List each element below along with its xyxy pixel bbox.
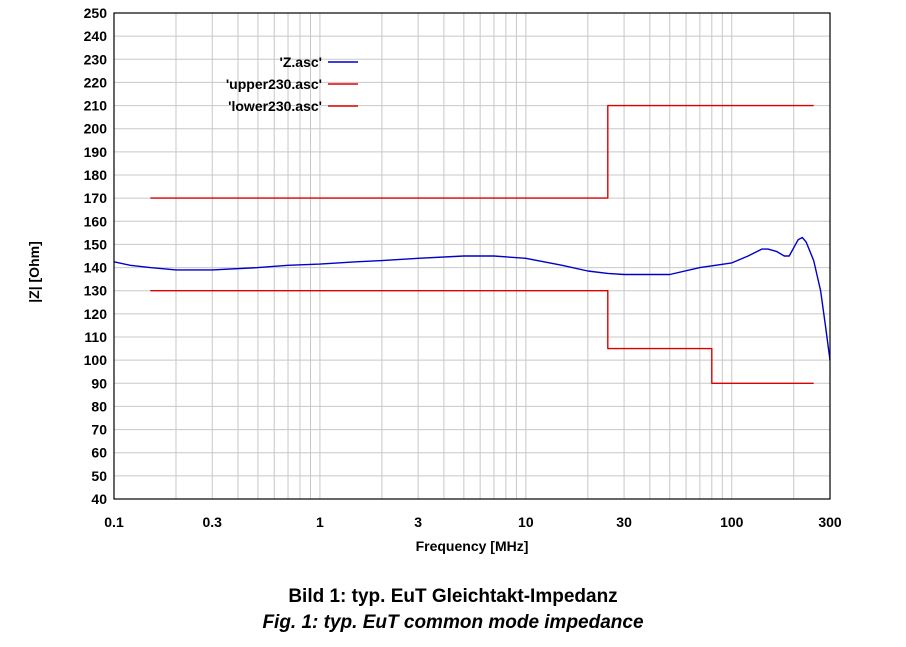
- caption-german: Bild 1: typ. EuT Gleichtakt-Impedanz: [288, 586, 618, 607]
- y-tick-label: 160: [84, 213, 108, 229]
- z-impedance-line: [113, 236, 831, 361]
- caption-english: Fig. 1: typ. EuT common mode impedance: [262, 612, 644, 633]
- y-tick-label: 130: [84, 283, 108, 299]
- y-tick-label: 60: [91, 445, 107, 461]
- x-axis-title: Frequency [MHz]: [416, 538, 529, 554]
- y-tick-label: 90: [91, 375, 107, 391]
- plot-frame: [113, 12, 831, 500]
- y-tick-label: 120: [84, 306, 108, 322]
- y-axis-title: |Z| [Ohm]: [26, 241, 42, 303]
- y-tick-label: 150: [84, 236, 108, 252]
- y-tick-label: 240: [84, 28, 108, 44]
- legend-label: 'upper230.asc': [226, 76, 322, 92]
- x-tick-label: 30: [616, 514, 632, 530]
- x-tick-label: 0.3: [203, 514, 223, 530]
- y-tick-label: 190: [84, 144, 108, 160]
- y-tick-label: 50: [91, 468, 107, 484]
- x-tick-label: 0.1: [104, 514, 124, 530]
- y-tick-label: 40: [91, 491, 107, 507]
- lower-limit-line: [150, 290, 814, 384]
- tick-labels: 4050607080901001101201301401501601701801…: [84, 5, 842, 530]
- y-tick-label: 210: [84, 98, 108, 114]
- x-tick-label: 300: [818, 514, 842, 530]
- y-tick-label: 170: [84, 190, 108, 206]
- impedance-chart: 4050607080901001101201301401501601701801…: [26, 5, 842, 554]
- grid: [113, 12, 831, 500]
- y-tick-label: 200: [84, 121, 108, 137]
- y-tick-label: 220: [84, 74, 108, 90]
- y-tick-label: 80: [91, 398, 107, 414]
- x-tick-label: 10: [518, 514, 534, 530]
- legend-label: 'Z.asc': [280, 54, 322, 70]
- x-tick-label: 100: [720, 514, 744, 530]
- upper-limit-line: [150, 104, 814, 199]
- y-tick-label: 180: [84, 167, 108, 183]
- legend-label: 'lower230.asc': [228, 98, 322, 114]
- series-lines: [113, 104, 831, 384]
- legend: 'Z.asc' 'upper230.asc' 'lower230.asc': [226, 54, 358, 114]
- x-tick-label: 1: [316, 514, 324, 530]
- y-tick-label: 70: [91, 422, 107, 438]
- y-tick-label: 110: [84, 329, 107, 345]
- y-tick-label: 140: [84, 260, 108, 276]
- x-tick-label: 3: [414, 514, 422, 530]
- y-tick-label: 250: [84, 5, 108, 21]
- y-tick-label: 100: [84, 352, 108, 368]
- y-tick-label: 230: [84, 51, 108, 67]
